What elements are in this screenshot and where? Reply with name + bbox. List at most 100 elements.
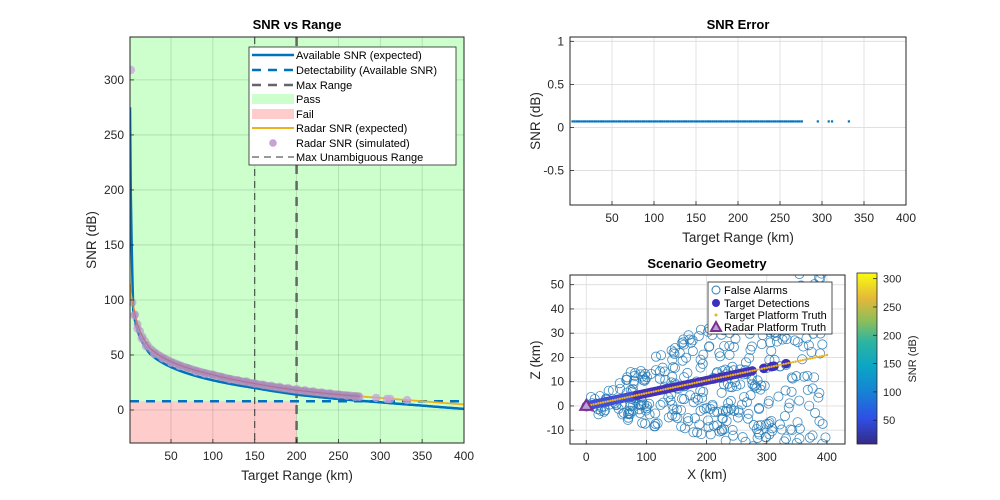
false-alarm-marker (682, 413, 693, 424)
y-tick-label: 30 (551, 326, 565, 340)
legend-label: Max Range (296, 80, 352, 92)
x-tick-label: 350 (412, 449, 432, 463)
false-alarm-marker (630, 368, 641, 379)
snr-error-point (626, 120, 629, 123)
false-alarm-marker (777, 334, 788, 345)
false-alarm-marker (678, 334, 689, 345)
target-truth-point (808, 357, 812, 360)
legend-swatch-false-alarms (711, 285, 721, 295)
false-alarm-marker (812, 256, 821, 265)
snr-error-point (737, 120, 740, 123)
false-alarm-marker (752, 375, 763, 386)
snr-error-point (735, 120, 738, 123)
snr-error-point (830, 120, 834, 123)
target-truth-point (741, 371, 744, 375)
false-alarm-marker (791, 437, 802, 444)
legend-label: Detectability (Available SNR) (296, 65, 437, 77)
target-truth-point (787, 361, 790, 365)
false-alarm-marker (688, 397, 699, 408)
false-alarm-marker (744, 352, 755, 363)
target-truth-point (806, 357, 809, 361)
legend-label: Available SNR (expected) (296, 50, 422, 62)
snr-error-point (741, 120, 744, 123)
target-truth-point (775, 364, 778, 367)
target-truth-point (748, 370, 752, 373)
target-truth-point (799, 359, 802, 362)
snr-error-point (665, 120, 668, 123)
false-alarm-marker (687, 346, 698, 357)
false-alarm-marker (814, 416, 825, 427)
colorbar-gradient (856, 272, 878, 445)
false-alarm-marker (766, 426, 777, 437)
target-truth-point (729, 374, 732, 377)
false-alarm-marker (614, 378, 625, 389)
false-alarm-marker (783, 402, 794, 413)
false-alarm-marker (670, 411, 681, 422)
false-alarm-marker (707, 401, 718, 412)
x-tick-label: 0 (583, 450, 590, 464)
target-truth-point (820, 354, 824, 358)
y-tick-label: 10 (551, 375, 565, 389)
target-truth-point (606, 400, 610, 403)
snr-error-point (689, 120, 692, 123)
target-truth-point (611, 399, 614, 402)
x-tick-label: 50 (164, 449, 178, 463)
target-truth-point (669, 386, 672, 390)
false-alarm-marker (717, 413, 728, 424)
y-tick-label: -10 (547, 423, 565, 437)
target-truth-point (780, 363, 783, 366)
x-tick-label: 300 (370, 449, 390, 463)
x-tick-label: 400 (896, 211, 916, 225)
false-alarm-marker (682, 367, 693, 378)
target-truth-point (736, 372, 740, 376)
false-alarm-marker (749, 381, 760, 392)
false-alarm-marker (668, 404, 679, 415)
false-alarm-marker (674, 348, 685, 359)
false-alarm-marker (815, 348, 826, 359)
snr-error-point (717, 120, 720, 123)
target-truth-point (678, 384, 682, 388)
false-alarm-marker (681, 352, 692, 363)
y-tick-label: 1 (557, 34, 564, 48)
false-alarm-marker (773, 391, 784, 402)
snr-error-point (785, 120, 788, 123)
target-truth-point (758, 368, 761, 371)
legend-label: Target Detections (724, 298, 810, 310)
legend-label: False Alarms (724, 285, 788, 297)
scenario-geometry-legend: False Alarms Target Detections Target Pl… (707, 281, 833, 335)
false-alarm-marker (658, 397, 669, 408)
snr-error-point (792, 120, 795, 123)
snr-error-point (719, 120, 723, 123)
target-truth-point (770, 365, 773, 368)
target-truth-point (688, 382, 691, 386)
snr-vs-range-ylabel: SNR (dB) (84, 211, 99, 269)
false-alarm-marker (641, 372, 652, 383)
snr-error-point (630, 120, 633, 123)
target-truth-point (671, 386, 675, 389)
false-alarm-marker (804, 400, 815, 411)
target-truth-point (642, 392, 646, 395)
legend-label: Pass (296, 94, 321, 106)
snr-error-point (711, 120, 714, 123)
false-alarm-marker (719, 341, 730, 352)
target-truth-point (825, 353, 829, 357)
false-alarm-marker (780, 385, 791, 396)
radar-platform-marker (578, 397, 595, 411)
target-truth-point (719, 376, 723, 379)
snr-error-point (612, 120, 616, 123)
legend-label: Max Unambiguous Range (296, 152, 423, 164)
target-truth-point (784, 362, 788, 365)
legend-swatch-fail (252, 109, 294, 119)
false-alarm-marker (728, 342, 739, 353)
snr-error-point (597, 120, 600, 123)
target-truth-point (594, 402, 598, 406)
snr-error-point (667, 120, 670, 123)
snr-error-point (645, 120, 648, 123)
snr-error-point (847, 120, 850, 123)
false-alarm-marker (635, 400, 646, 411)
false-alarm-marker (802, 384, 813, 395)
x-tick-label: 300 (757, 450, 777, 464)
snr-error-point (617, 120, 620, 123)
x-tick-label: 100 (644, 211, 664, 225)
false-alarm-marker (781, 334, 792, 345)
